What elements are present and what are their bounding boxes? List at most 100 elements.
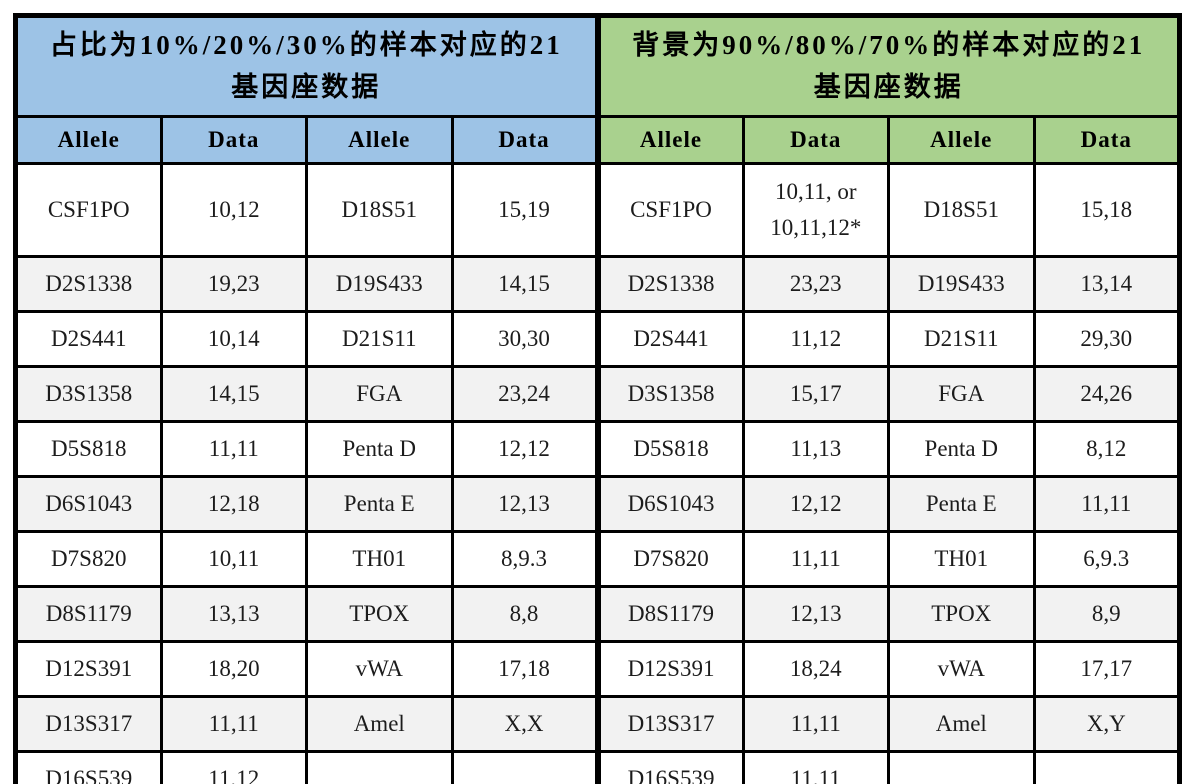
table-row: D16S539 11,12 D16S539 11,11 <box>14 750 1182 784</box>
data-cell: X,Y <box>1032 695 1182 753</box>
data-cell: 13,13 <box>159 585 308 643</box>
data-cell-empty <box>450 750 600 784</box>
allele-cell: D3S1358 <box>14 365 163 423</box>
allele-cell: TH01 <box>305 530 454 588</box>
data-cell: 11,11 <box>1032 475 1182 533</box>
table-row: D13S317 11,11 Amel X,X D13S317 11,11 Ame… <box>14 695 1182 753</box>
allele-cell: D8S1179 <box>594 585 745 643</box>
allele-cell: D13S317 <box>594 695 745 753</box>
data-cell: 29,30 <box>1032 310 1182 368</box>
allele-cell: D7S820 <box>14 530 163 588</box>
left-data1-header: Data <box>159 115 308 165</box>
allele-cell: D6S1043 <box>14 475 163 533</box>
data-cell: 15,17 <box>741 365 891 423</box>
allele-cell: D16S539 <box>594 750 745 784</box>
allele-cell: D19S433 <box>305 255 454 313</box>
allele-cell: D5S818 <box>594 420 745 478</box>
table-row: CSF1PO 10,12 D18S51 15,19 CSF1PO 10,11, … <box>14 162 1182 258</box>
left-table-title: 占比为10%/20%/30%的样本对应的21基因座数据 <box>13 14 600 118</box>
allele-cell: D13S317 <box>14 695 163 753</box>
data-cell: 12,13 <box>741 585 891 643</box>
data-cell: 18,24 <box>741 640 891 698</box>
data-cell: 15,18 <box>1032 162 1182 258</box>
allele-cell-empty <box>305 750 454 784</box>
allele-cell: D21S11 <box>305 310 454 368</box>
data-cell: 11,11 <box>159 695 308 753</box>
allele-cell: TPOX <box>887 585 1036 643</box>
table-row: D12S391 18,20 vWA 17,18 D12S391 18,24 vW… <box>14 640 1182 698</box>
table-row: D2S441 10,14 D21S11 30,30 D2S441 11,12 D… <box>14 310 1182 368</box>
data-cell: 11,11 <box>741 695 891 753</box>
table-row: D5S818 11,11 Penta D 12,12 D5S818 11,13 … <box>14 420 1182 478</box>
right-allele2-header: Allele <box>887 115 1036 165</box>
allele-cell: Penta E <box>887 475 1036 533</box>
table-row: D2S1338 19,23 D19S433 14,15 D2S1338 23,2… <box>14 255 1182 313</box>
allele-cell: D2S441 <box>594 310 745 368</box>
allele-cell: D2S1338 <box>14 255 163 313</box>
genotype-table: 占比为10%/20%/30%的样本对应的21基因座数据 背景为90%/80%/7… <box>13 13 1183 784</box>
left-allele1-header: Allele <box>14 115 163 165</box>
data-cell: 19,23 <box>159 255 308 313</box>
data-cell: 23,24 <box>450 365 600 423</box>
allele-cell: Amel <box>305 695 454 753</box>
allele-cell: CSF1PO <box>14 162 163 258</box>
allele-cell: D7S820 <box>594 530 745 588</box>
right-data2-header: Data <box>1032 115 1182 165</box>
data-cell: 11,12 <box>741 310 891 368</box>
left-data2-header: Data <box>450 115 600 165</box>
data-cell: X,X <box>450 695 600 753</box>
allele-cell: D6S1043 <box>594 475 745 533</box>
data-cell: 15,19 <box>450 162 600 258</box>
table-row: D6S1043 12,18 Penta E 12,13 D6S1043 12,1… <box>14 475 1182 533</box>
right-data1-header: Data <box>741 115 891 165</box>
allele-cell: D16S539 <box>14 750 163 784</box>
data-cell: 13,14 <box>1032 255 1182 313</box>
allele-cell: vWA <box>305 640 454 698</box>
data-cell: 14,15 <box>159 365 308 423</box>
data-cell: 10,11, or 10,11,12* <box>741 162 891 258</box>
data-cell: 24,26 <box>1032 365 1182 423</box>
right-table-title: 背景为90%/80%/70%的样本对应的21基因座数据 <box>594 14 1182 118</box>
allele-cell: FGA <box>305 365 454 423</box>
data-cell: 6,9.3 <box>1032 530 1182 588</box>
allele-cell: TPOX <box>305 585 454 643</box>
allele-cell: D12S391 <box>594 640 745 698</box>
data-cell: 8,12 <box>1032 420 1182 478</box>
data-cell: 8,8 <box>450 585 600 643</box>
data-cell: 12,18 <box>159 475 308 533</box>
data-cell: 11,11 <box>741 530 891 588</box>
data-cell: 17,17 <box>1032 640 1182 698</box>
allele-cell: D19S433 <box>887 255 1036 313</box>
data-cell: 12,13 <box>450 475 600 533</box>
column-header-row: Allele Data Allele Data Allele Data Alle… <box>14 115 1182 165</box>
data-cell: 17,18 <box>450 640 600 698</box>
allele-cell: D3S1358 <box>594 365 745 423</box>
table-row: D3S1358 14,15 FGA 23,24 D3S1358 15,17 FG… <box>14 365 1182 423</box>
data-cell: 30,30 <box>450 310 600 368</box>
data-cell: 18,20 <box>159 640 308 698</box>
data-cell-empty <box>1032 750 1182 784</box>
allele-cell: D8S1179 <box>14 585 163 643</box>
table-row: D7S820 10,11 TH01 8,9.3 D7S820 11,11 TH0… <box>14 530 1182 588</box>
data-cell: 10,14 <box>159 310 308 368</box>
data-cell: 11,13 <box>741 420 891 478</box>
table-row: D8S1179 13,13 TPOX 8,8 D8S1179 12,13 TPO… <box>14 585 1182 643</box>
allele-cell: CSF1PO <box>594 162 745 258</box>
data-cell: 11,12 <box>159 750 308 784</box>
allele-cell: D21S11 <box>887 310 1036 368</box>
allele-cell: TH01 <box>887 530 1036 588</box>
data-cell: 12,12 <box>741 475 891 533</box>
allele-cell: vWA <box>887 640 1036 698</box>
data-cell: 11,11 <box>741 750 891 784</box>
allele-cell: Amel <box>887 695 1036 753</box>
allele-cell: D12S391 <box>14 640 163 698</box>
data-cell: 10,12 <box>159 162 308 258</box>
allele-cell: D18S51 <box>887 162 1036 258</box>
data-cell: 8,9.3 <box>450 530 600 588</box>
data-cell: 14,15 <box>450 255 600 313</box>
data-cell: 12,12 <box>450 420 600 478</box>
allele-cell: D2S441 <box>14 310 163 368</box>
data-cell: 10,11 <box>159 530 308 588</box>
allele-cell: Penta D <box>305 420 454 478</box>
